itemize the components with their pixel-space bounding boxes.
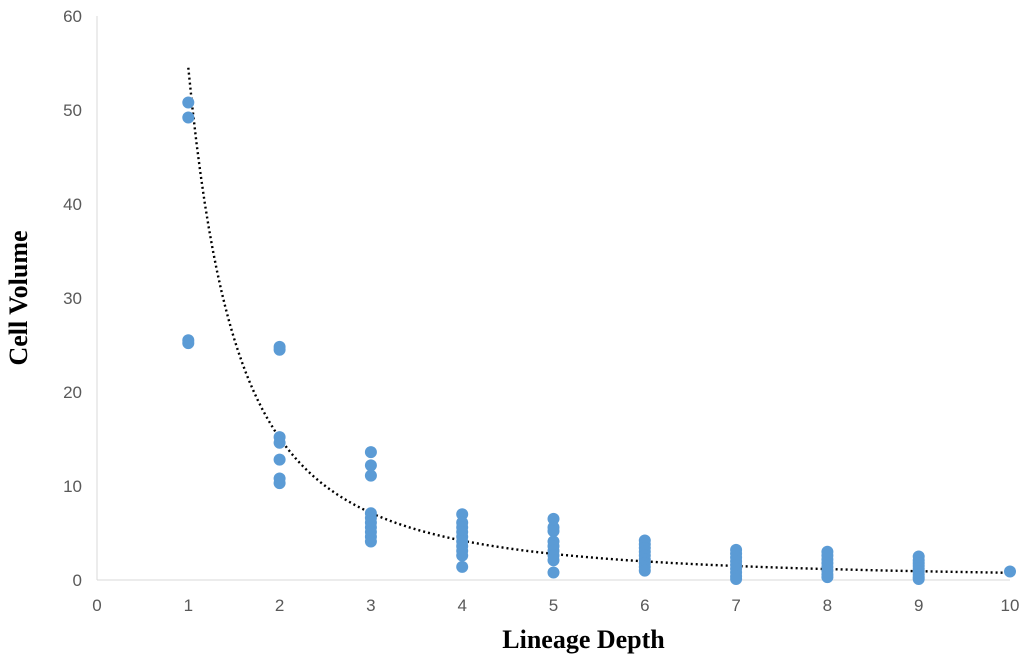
x-axis-title: Lineage Depth: [502, 625, 665, 654]
data-point: [547, 512, 560, 525]
x-tick-label: 5: [549, 596, 558, 615]
x-tick-label: 10: [1001, 596, 1020, 615]
data-point: [182, 337, 195, 350]
data-point: [364, 446, 377, 459]
data-point: [456, 508, 469, 521]
axes: [96, 16, 1010, 581]
data-point: [547, 554, 560, 567]
y-tick-label: 50: [63, 101, 82, 120]
data-point: [547, 566, 560, 579]
data-point: [273, 343, 286, 356]
x-axis-ticks: 0 1 2 3 4 5 6 7 8 9 10: [92, 596, 1019, 615]
data-point: [547, 525, 560, 538]
data-point: [1004, 565, 1016, 578]
trendline: [187, 67, 1011, 574]
data-point: [364, 459, 377, 472]
x-tick-label: 4: [457, 596, 466, 615]
x-tick-label: 7: [731, 596, 740, 615]
y-tick-label: 40: [63, 195, 82, 214]
x-tick-label: 0: [92, 596, 101, 615]
x-tick-label: 3: [366, 596, 375, 615]
data-point: [364, 469, 377, 482]
data-point: [912, 573, 925, 586]
y-tick-label: 0: [73, 571, 82, 590]
data-point: [273, 453, 286, 466]
y-tick-label: 30: [63, 289, 82, 308]
y-tick-label: 60: [63, 7, 82, 26]
data-point: [273, 436, 286, 449]
data-point: [821, 571, 834, 584]
data-point: [273, 477, 286, 490]
x-tick-label: 1: [184, 596, 193, 615]
data-point: [456, 560, 469, 573]
data-point: [638, 564, 651, 577]
data-points: [182, 96, 1016, 586]
data-point: [182, 111, 195, 124]
y-tick-label: 20: [63, 383, 82, 402]
y-axis-title: Cell Volume: [4, 230, 33, 365]
x-tick-label: 6: [640, 596, 649, 615]
data-point: [730, 573, 743, 586]
y-axis-ticks: 0 10 20 30 40 50 60: [63, 7, 82, 590]
data-point: [456, 549, 469, 562]
data-point: [182, 96, 195, 109]
x-tick-label: 9: [914, 596, 923, 615]
data-point: [364, 535, 377, 548]
x-tick-label: 2: [275, 596, 284, 615]
x-tick-label: 8: [823, 596, 832, 615]
y-tick-label: 10: [63, 477, 82, 496]
